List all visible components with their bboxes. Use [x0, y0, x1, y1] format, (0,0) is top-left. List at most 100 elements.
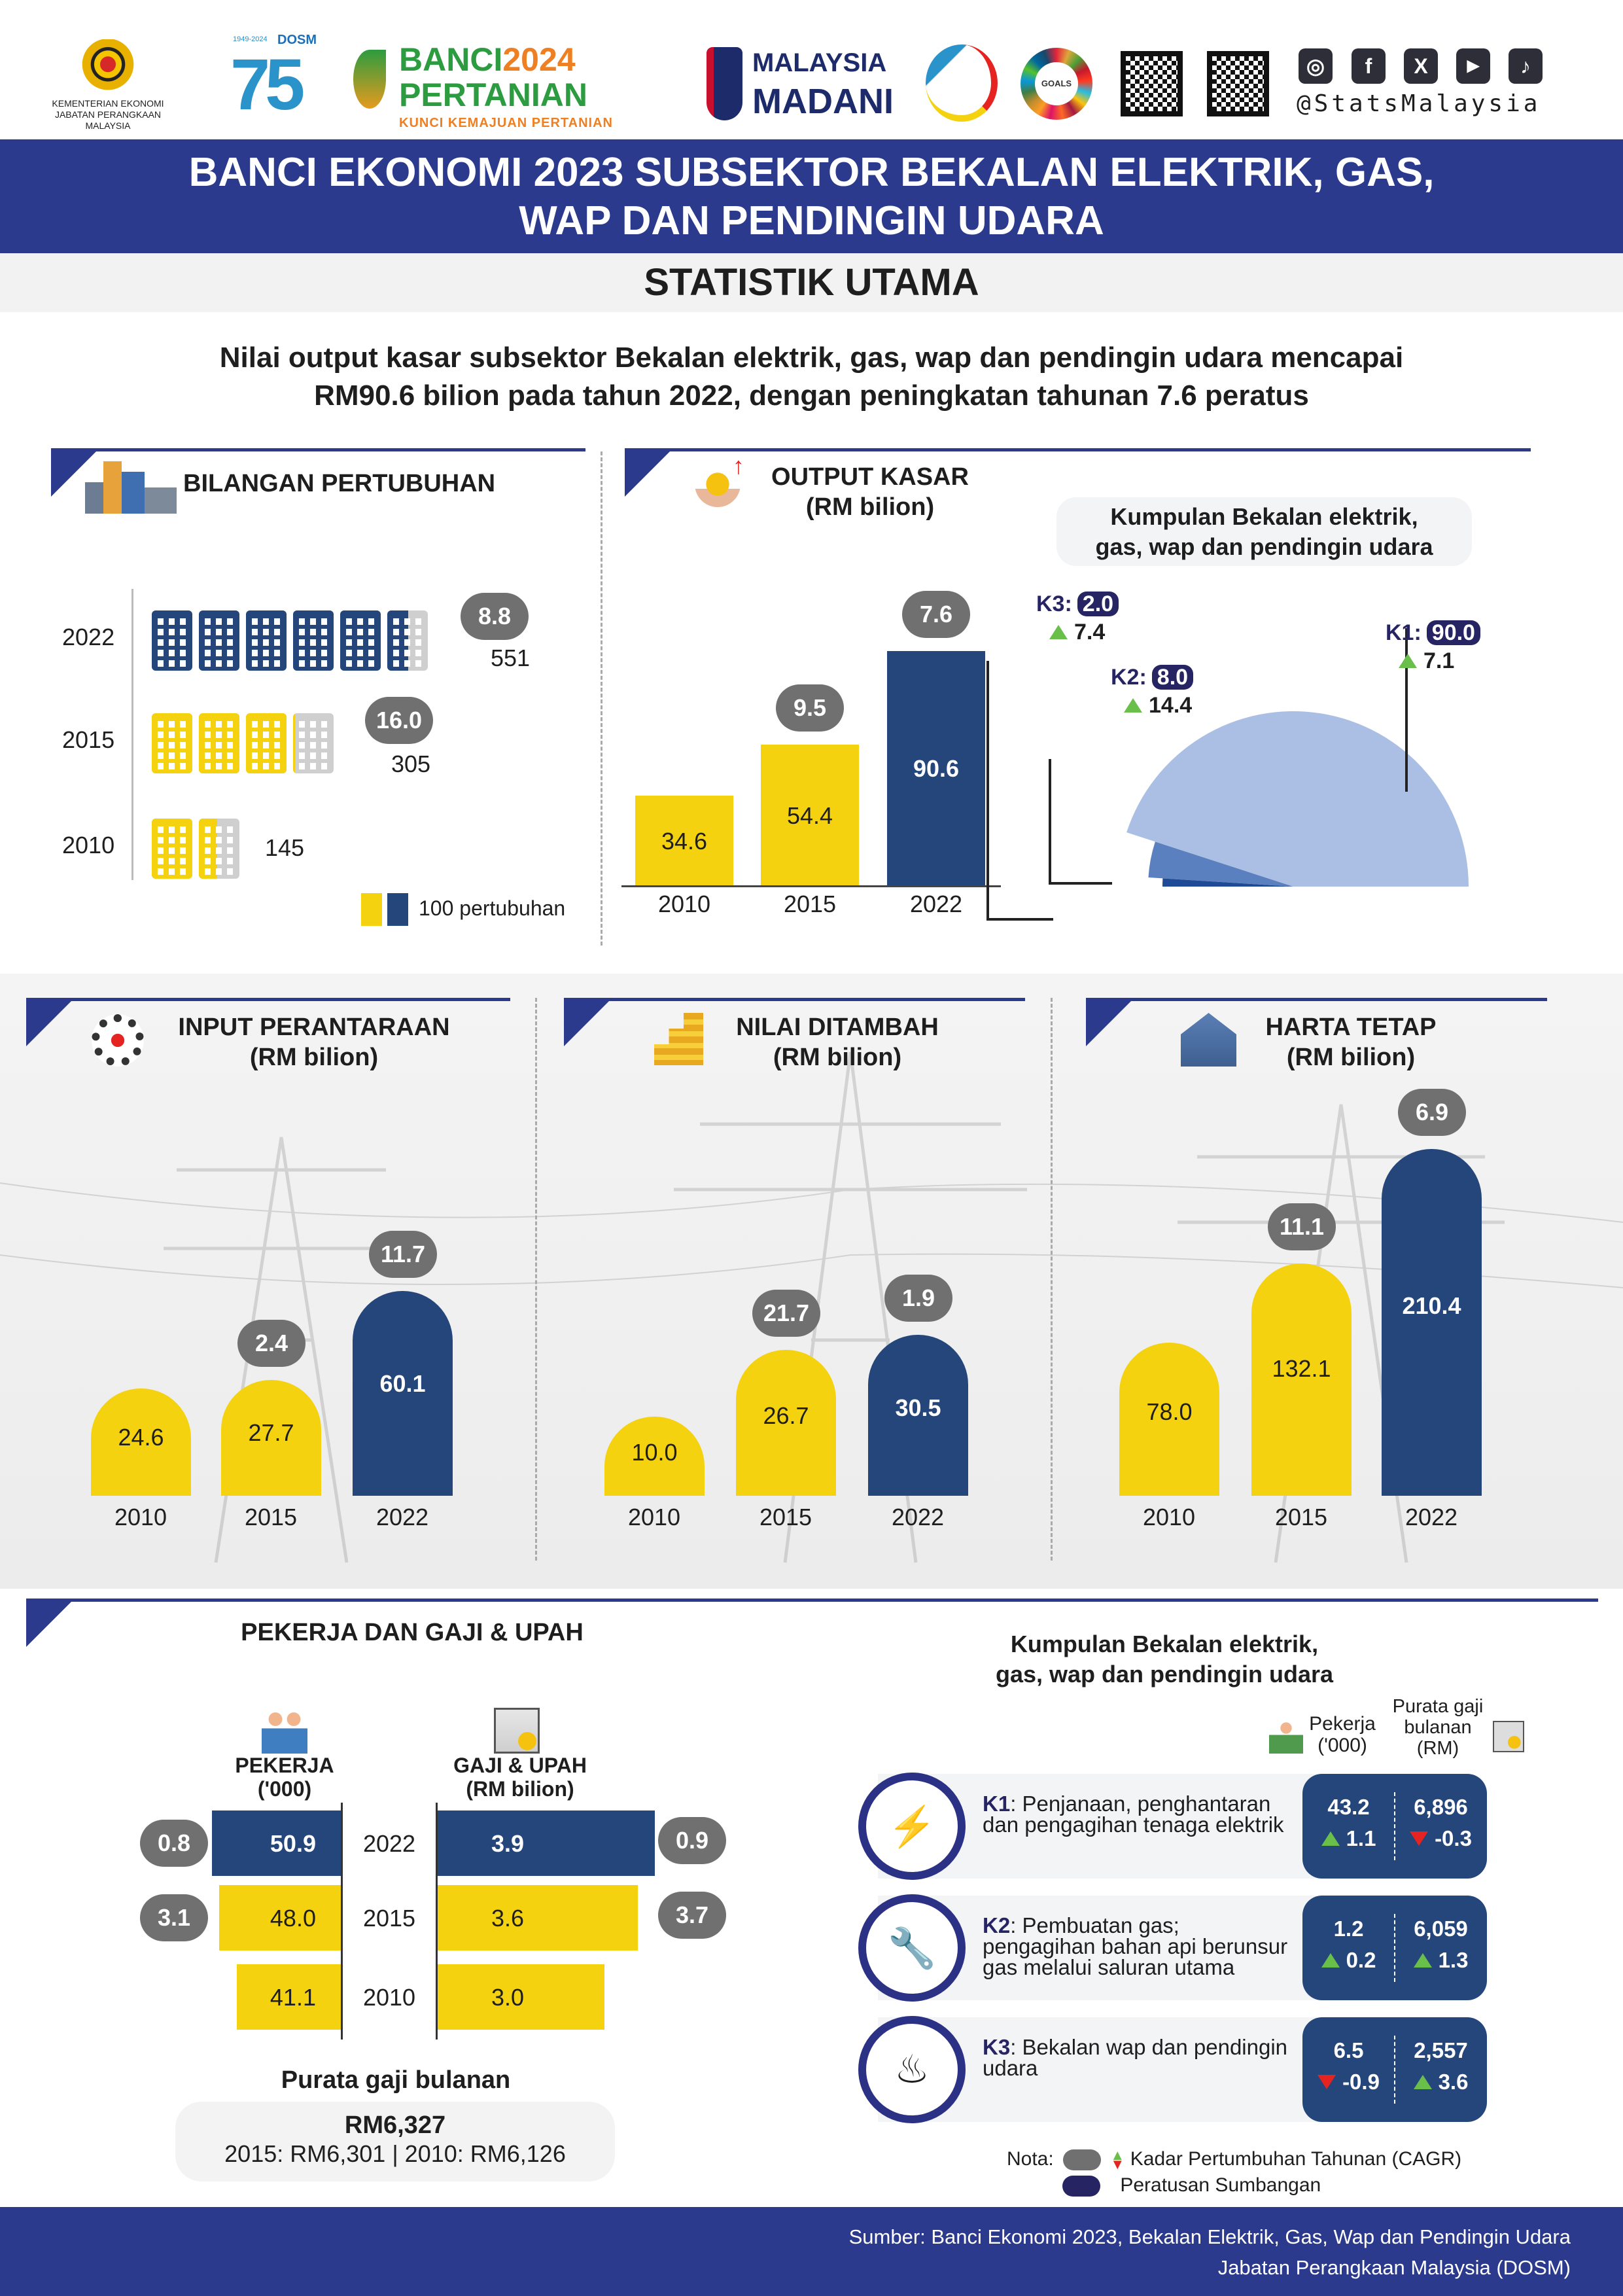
up-arrow-icon: [1413, 2075, 1432, 2089]
leaf-icon: [353, 50, 386, 109]
group-wage-value: 6,896: [1414, 1795, 1468, 1819]
x-icon[interactable]: X: [1404, 48, 1438, 84]
workers-bar: 50.9: [212, 1810, 341, 1876]
section-marker: [26, 998, 75, 1046]
section-divider: [1051, 998, 1053, 1561]
malaysia-madani-logo: MALAYSIA MADANI: [707, 43, 909, 128]
qr-code-1[interactable]: [1121, 51, 1183, 116]
building-icon: [152, 813, 192, 879]
cagr-pill: 3.1: [140, 1894, 208, 1941]
avg-wage-previous: 2015: RM6,301 | 2010: RM6,126: [224, 2140, 566, 2167]
youtube-icon[interactable]: ▶: [1456, 48, 1490, 84]
output-title-text: OUTPUT KASAR: [771, 463, 969, 491]
section-rule: [26, 998, 510, 1001]
year-label: 2015: [362, 1905, 416, 1932]
up-arrow-icon: [1321, 1953, 1340, 1968]
building-icon: [293, 605, 334, 671]
year-label: 2010: [627, 1504, 681, 1530]
building-fill: [246, 708, 287, 773]
cagr-pill: 0.8: [140, 1820, 208, 1867]
row-year: 2015: [62, 726, 115, 753]
group-title-box: Kumpulan Bekalan elektrik, gas, wap dan …: [1056, 497, 1472, 566]
group-title-line1: Kumpulan Bekalan elektrik,: [1110, 503, 1418, 530]
row-year: 2022: [62, 624, 115, 650]
row-year: 2010: [62, 832, 115, 858]
pie-label-code: K1:: [1386, 620, 1422, 645]
bar-value-label: 30.5: [895, 1394, 941, 1421]
section-divider: [535, 998, 537, 1561]
qr-code-2[interactable]: [1207, 51, 1269, 116]
group-workers-value: 6.5: [1333, 2038, 1364, 2062]
year-label: 2015: [1274, 1504, 1328, 1530]
cagr-pill: 11.7: [369, 1231, 437, 1278]
building-icon: [246, 605, 287, 671]
bar-value-label: 3.6: [491, 1905, 525, 1932]
banci-year: 2024: [502, 41, 576, 78]
wages-bar: 3.6: [438, 1885, 638, 1951]
share-pie-chart: [986, 628, 1469, 921]
section-marker: [564, 998, 612, 1046]
banci-pertanian-logo: BANCI2024 PERTANIAN KUNCI KEMAJUAN PERTA…: [353, 41, 680, 130]
up-arrow-icon: [1124, 698, 1142, 713]
axis-left: [341, 1803, 343, 2040]
pie-label-cagr: 7.4: [1049, 620, 1119, 645]
bar-value-label: 27.7: [248, 1419, 294, 1446]
up-arrow-icon: [1413, 1953, 1432, 1968]
note-cagr-text: Kadar Pertumbuhan Tahunan (CAGR): [1130, 2148, 1462, 2170]
group-workers-value: 43.2: [1327, 1795, 1370, 1819]
dosm-75-logo: 1949-2024 DOSM 75: [230, 33, 319, 124]
cagr-value: 1.3: [1438, 1948, 1469, 1972]
workers-small-icon: [1269, 1720, 1303, 1754]
fixed-assets-unit: (RM bilion): [1286, 1044, 1416, 1071]
building-icon: [152, 708, 192, 773]
cagr-pill: 2.4: [237, 1320, 305, 1368]
group-code: K3: [983, 2035, 1011, 2059]
rounded-bar: 210.4: [1382, 1149, 1482, 1496]
instagram-icon[interactable]: ◎: [1299, 48, 1333, 84]
facebook-icon[interactable]: f: [1352, 48, 1386, 84]
group-stats-box: 6.5 -0.9 2,557 3.6: [1302, 2017, 1487, 2122]
sdg-logo: GOALS: [1021, 48, 1092, 120]
pie-label-code: K2:: [1111, 665, 1147, 690]
pie-label-title: K2: 8.0: [1111, 665, 1194, 690]
ministry-name: KEMENTERIAN EKONOMI JABATAN PERANGKAAN M…: [39, 98, 177, 132]
section-rule: [26, 1598, 1598, 1602]
group-stats-box: 1.2 0.2 6,059 1.3: [1302, 1896, 1487, 2000]
cagr-pill: 7.6: [902, 591, 970, 639]
ministry-line2: JABATAN PERANGKAAN MALAYSIA: [54, 109, 162, 131]
section-rule: [625, 448, 1531, 451]
bar-value-label: 41.1: [270, 1984, 316, 2011]
value-added-unit: (RM bilion): [773, 1044, 902, 1071]
group-k2-icon: 🔧: [858, 1894, 966, 2002]
group-wage-cagr: 3.6: [1395, 2070, 1487, 2094]
col-wage-header: Purata gaji bulanan (RM): [1386, 1696, 1490, 1759]
groups-title-line2: gas, wap dan pendingin udara: [995, 1661, 1334, 1687]
cagr-value: 1.1: [1346, 1826, 1376, 1850]
bar-value-label: 10.0: [631, 1439, 678, 1466]
group-wage-cagr: -0.3: [1395, 1826, 1487, 1851]
building-fill: [199, 708, 239, 773]
ministry-line1: KEMENTERIAN EKONOMI: [52, 98, 164, 109]
summary-line2: RM90.6 bilion pada tahun 2022, dengan pe…: [314, 380, 1309, 412]
rounded-bar: 26.7: [736, 1350, 836, 1496]
social-handle[interactable]: @StatsMalaysia: [1297, 90, 1541, 117]
title-band: BANCI EKONOMI 2023 SUBSEKTOR BEKALAN ELE…: [0, 139, 1623, 253]
pie-label-cagr: 7.1: [1399, 648, 1480, 674]
building-fill: [199, 813, 217, 879]
groups-title: Kumpulan Bekalan elektrik, gas, wap dan …: [929, 1629, 1400, 1689]
tiktok-icon[interactable]: ♪: [1509, 48, 1543, 84]
rounded-bar: 78.0: [1119, 1342, 1219, 1496]
bar-value-label: 210.4: [1402, 1292, 1461, 1319]
title-line2: WAP DAN PENDINGIN UDARA: [519, 198, 1104, 243]
cagr-value: -0.3: [1435, 1826, 1472, 1850]
dosm-years: 1949-2024: [233, 35, 268, 43]
legend-building-yellow-icon: [361, 893, 382, 926]
building-icon: [152, 605, 192, 671]
building-fill: [246, 605, 287, 671]
rounded-bar: 24.6: [91, 1388, 191, 1496]
group-row: 🔧 K2: Pembuatan gas; pengagihan bahan api…: [858, 1894, 1487, 2002]
cagr-pill: 9.5: [776, 684, 844, 732]
pertanian-text: PERTANIAN: [399, 77, 587, 113]
workers-label: PEKERJA: [235, 1754, 334, 1777]
group-k1-icon: ⚡: [858, 1773, 966, 1880]
